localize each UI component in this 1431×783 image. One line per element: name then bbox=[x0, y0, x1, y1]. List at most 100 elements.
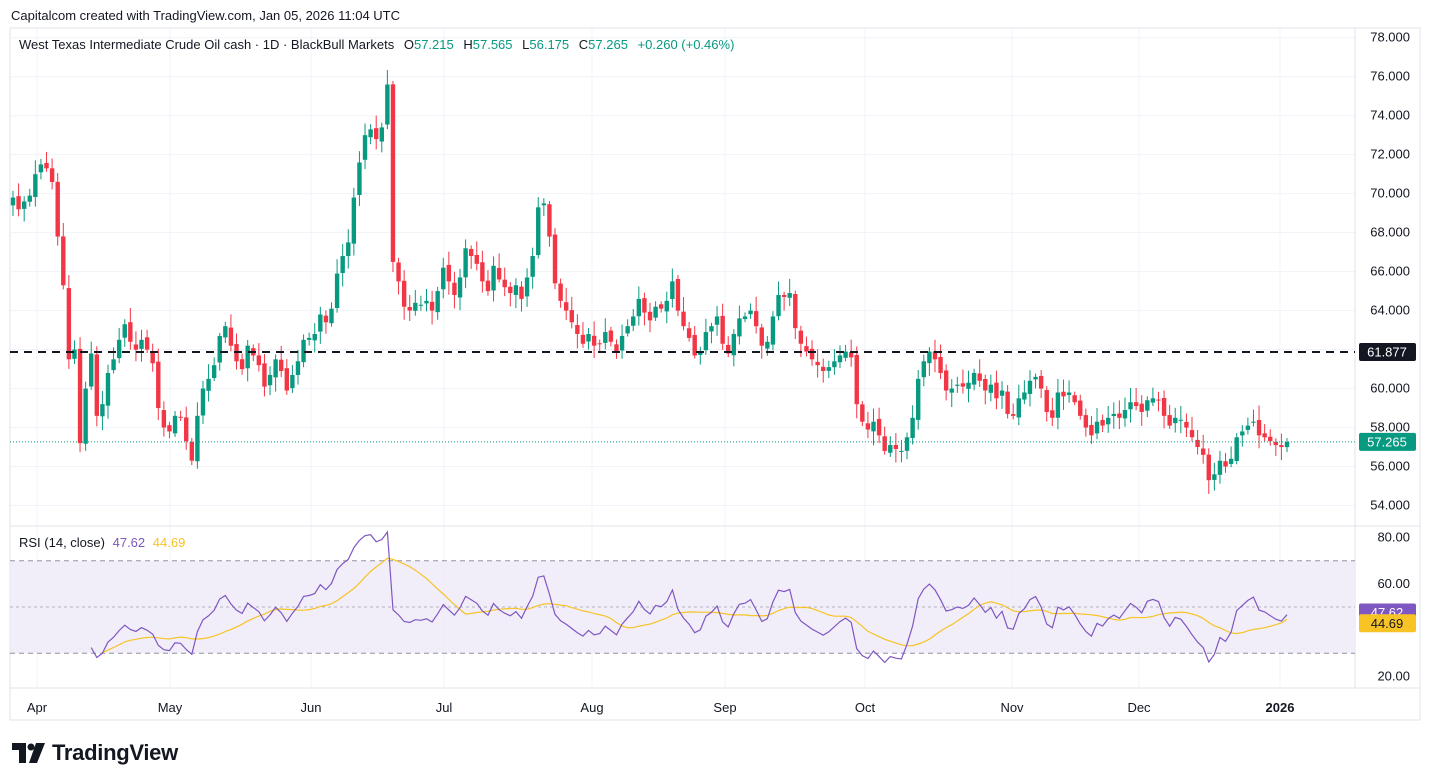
candle-body bbox=[921, 361, 926, 378]
candle-body bbox=[876, 418, 882, 436]
candle-body bbox=[1256, 420, 1262, 436]
candle-body bbox=[290, 374, 295, 389]
candle-body bbox=[21, 201, 27, 209]
candle-body bbox=[424, 300, 429, 304]
candle-body bbox=[150, 351, 155, 364]
tradingview-logo-icon bbox=[12, 743, 45, 763]
close-value: 57.265 bbox=[588, 37, 628, 52]
time-tick-label: Aug bbox=[580, 700, 603, 715]
candle-body bbox=[496, 267, 502, 280]
candle-body bbox=[407, 307, 412, 311]
candle-body bbox=[452, 282, 457, 296]
candle-body bbox=[524, 277, 530, 297]
candle-body bbox=[1100, 419, 1105, 426]
candle-body bbox=[927, 351, 932, 364]
candle-body bbox=[172, 415, 178, 434]
chart-attribution: Capitalcom created with TradingView.com,… bbox=[11, 8, 401, 23]
brand-name: TradingView bbox=[52, 740, 178, 765]
candle-body bbox=[1083, 415, 1089, 428]
candle-body bbox=[195, 415, 200, 462]
candle-body bbox=[401, 280, 407, 307]
candle-body bbox=[614, 344, 619, 352]
high-label: H bbox=[463, 37, 473, 52]
candle-body bbox=[1279, 445, 1284, 448]
candle-body bbox=[396, 262, 401, 282]
candle-body bbox=[245, 345, 250, 369]
time-tick-label: Nov bbox=[1000, 700, 1024, 715]
candle-body bbox=[686, 328, 692, 338]
candle-body bbox=[591, 335, 597, 346]
candle-body bbox=[871, 421, 876, 432]
candle-body bbox=[346, 242, 351, 256]
candle-body bbox=[463, 248, 468, 278]
candle-body bbox=[1206, 454, 1211, 481]
candle-body bbox=[619, 335, 625, 351]
candle-body bbox=[1173, 417, 1178, 424]
price-tick-label: 72.000 bbox=[1370, 147, 1410, 162]
low-label: L bbox=[522, 37, 530, 52]
candle-body bbox=[206, 378, 211, 391]
candle-body bbox=[703, 332, 709, 351]
candle-body bbox=[647, 311, 653, 321]
candle-body bbox=[569, 310, 574, 323]
candle-body bbox=[211, 365, 217, 379]
candle-body bbox=[586, 333, 591, 342]
rsi-ma-tag-label: 44.69 bbox=[1371, 616, 1404, 631]
candle-body bbox=[156, 361, 161, 409]
candle-body bbox=[178, 416, 183, 418]
candle-body bbox=[793, 294, 798, 329]
candle-body bbox=[295, 361, 301, 376]
candle-body bbox=[636, 298, 642, 317]
candle-body bbox=[1167, 415, 1172, 426]
candle-body bbox=[1061, 391, 1066, 397]
candle-body bbox=[55, 181, 60, 237]
candle-body bbox=[184, 417, 189, 442]
tradingview-logo[interactable]: TradingView bbox=[12, 740, 178, 766]
candle-body bbox=[306, 337, 312, 340]
candle-body bbox=[1016, 398, 1021, 418]
candle-body bbox=[1273, 441, 1279, 446]
candle-body bbox=[681, 311, 686, 327]
candle-body bbox=[66, 288, 72, 360]
candle-body bbox=[368, 129, 373, 138]
candle-body bbox=[262, 363, 267, 387]
horizontal-level-tag-bg bbox=[1359, 342, 1416, 361]
price-tick-label: 58.000 bbox=[1370, 420, 1410, 435]
candle-body bbox=[379, 127, 384, 142]
candle-body bbox=[860, 404, 865, 422]
price-tick-label: 68.000 bbox=[1370, 225, 1410, 240]
candle-body bbox=[413, 302, 418, 311]
candle-body bbox=[83, 388, 88, 444]
candle-body bbox=[1145, 400, 1150, 411]
price-tick-label: 78.000 bbox=[1370, 30, 1410, 45]
rsi-value: 47.62 bbox=[112, 535, 146, 550]
candle-body bbox=[1133, 402, 1139, 407]
price-tick-label: 56.000 bbox=[1370, 459, 1410, 474]
candle-body bbox=[1050, 410, 1055, 418]
candle-body bbox=[468, 248, 474, 257]
candle-body bbox=[1195, 439, 1200, 448]
candle-body bbox=[737, 318, 742, 337]
rsi-label: RSI (14, close) bbox=[19, 535, 105, 550]
candle-body bbox=[977, 373, 982, 381]
candle-body bbox=[435, 291, 440, 313]
candle-body bbox=[1212, 474, 1217, 480]
candle-body bbox=[513, 285, 519, 295]
candle-body bbox=[128, 322, 133, 342]
candle-body bbox=[1011, 414, 1016, 416]
horizontal-level-tag-label: 61.877 bbox=[1367, 344, 1407, 359]
low-value: 56.175 bbox=[529, 37, 570, 52]
candle-body bbox=[340, 256, 345, 274]
open-label: O bbox=[403, 37, 414, 52]
candle-body bbox=[1117, 413, 1122, 418]
candle-body bbox=[1245, 425, 1251, 430]
symbol-title: West Texas Intermediate Crude Oil cash ·… bbox=[19, 37, 395, 52]
candle-body bbox=[318, 314, 323, 332]
candle-body bbox=[27, 195, 32, 202]
candle-body bbox=[122, 324, 127, 338]
candle-body bbox=[301, 339, 306, 363]
candle-body bbox=[759, 327, 764, 346]
candle-body bbox=[189, 441, 195, 461]
candle-body bbox=[781, 294, 787, 297]
